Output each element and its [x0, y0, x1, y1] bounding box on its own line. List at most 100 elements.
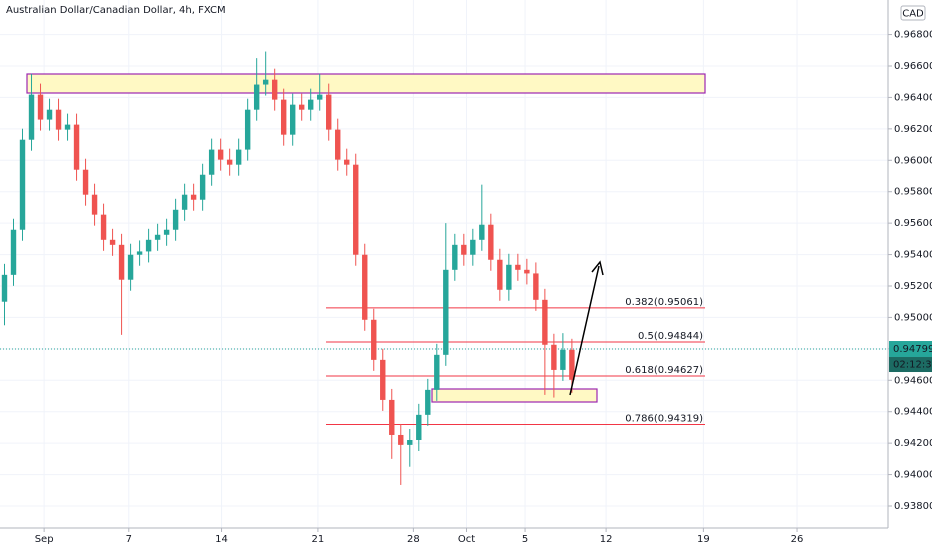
y-tick-label: 0.96600: [894, 61, 932, 72]
candle-body: [344, 159, 350, 165]
candle-body: [317, 94, 323, 100]
candle-body: [380, 359, 386, 400]
candle-body: [434, 354, 440, 390]
candle-body: [289, 104, 296, 135]
candle-body: [497, 259, 503, 290]
candle-body: [190, 194, 197, 200]
candle-body: [479, 224, 485, 240]
candle-body: [488, 224, 494, 260]
candle-body: [443, 269, 449, 355]
candle-body: [181, 194, 188, 210]
candle-body: [208, 149, 215, 175]
projection-arrow: [569, 265, 600, 396]
candle-body: [253, 84, 260, 110]
candle-body: [515, 264, 521, 270]
y-tick-label: 0.95400: [894, 250, 932, 261]
fib-label: 0.382(0.95061): [625, 297, 703, 308]
candle-body: [28, 94, 35, 140]
y-tick-label: 0.95000: [894, 312, 932, 323]
candle-body: [308, 99, 314, 110]
candle-body: [100, 214, 107, 240]
candle-body: [533, 273, 539, 300]
candle-body: [235, 149, 242, 165]
x-tick-label: 21: [312, 534, 325, 545]
candle-body: [226, 159, 233, 165]
x-tick-label: 12: [600, 534, 613, 545]
candle-body: [452, 244, 458, 270]
candle-body: [416, 414, 422, 440]
candle-body: [19, 139, 26, 230]
candle-body: [271, 79, 278, 100]
currency-box: [900, 5, 926, 21]
x-tick-label: 26: [791, 534, 804, 545]
y-tick-label: 0.95800: [894, 187, 932, 198]
fib-label: 0.618(0.94627): [625, 365, 703, 376]
candle-body: [262, 79, 269, 85]
candle-body: [280, 99, 287, 135]
resistance-zone: [26, 73, 706, 94]
candle-body: [371, 319, 377, 360]
y-tick-label: 0.94000: [894, 470, 932, 481]
marks-layer: [1, 51, 575, 485]
y-tick-label: 0.94400: [894, 407, 932, 418]
candle-body: [524, 269, 530, 274]
candle-body: [91, 194, 98, 215]
x-tick-label: Oct: [458, 534, 475, 545]
x-tick-label: 14: [215, 534, 228, 545]
candle-body: [542, 299, 548, 345]
countdown-box: [889, 357, 932, 373]
candle-body: [425, 389, 431, 415]
currency-label: CAD: [902, 9, 924, 20]
candle-body: [244, 109, 251, 150]
candle-body: [362, 254, 368, 320]
candle-body: [10, 229, 17, 275]
labels-layer: 0.938000.940000.942000.944000.946000.948…: [35, 30, 932, 545]
candle-body: [118, 244, 125, 280]
x-tick-label: 28: [407, 534, 420, 545]
y-tick-label: 0.95600: [894, 218, 932, 229]
candle-body: [217, 149, 224, 160]
candle-body: [389, 399, 395, 435]
y-tick-label: 0.96400: [894, 92, 932, 103]
candle-body: [154, 234, 161, 240]
candle-body: [109, 239, 116, 245]
y-tick-label: 0.96200: [894, 124, 932, 135]
y-tick-label: 0.96800: [894, 30, 932, 41]
y-tick-label: 0.96000: [894, 155, 932, 166]
candle-body: [46, 109, 53, 120]
candle-body: [64, 124, 71, 130]
fib-label: 0.786(0.94319): [625, 413, 703, 424]
y-tick-label: 0.94200: [894, 438, 932, 449]
candle-body: [82, 169, 89, 195]
countdown-label: 02:12:37: [893, 360, 932, 371]
candle-body: [1, 274, 8, 302]
y-tick-label: 0.93800: [894, 501, 932, 512]
candle-body: [73, 124, 80, 170]
candle-body: [199, 174, 206, 200]
grid-layer: [0, 0, 888, 528]
candle-body: [506, 264, 512, 290]
candle-body: [145, 239, 152, 252]
candle-body: [136, 251, 143, 255]
candle-body: [299, 104, 305, 110]
candle-body: [407, 440, 413, 445]
candle-body: [353, 164, 359, 255]
fib-label: 0.5(0.94844): [638, 331, 703, 342]
last-price-box: [889, 341, 932, 358]
x-tick-label: 5: [522, 534, 528, 545]
candle-body: [37, 94, 44, 120]
y-tick-label: 0.94600: [894, 375, 932, 386]
x-tick-label: 19: [697, 534, 710, 545]
candle-body: [335, 129, 341, 160]
support-zone: [431, 388, 598, 403]
candle-body: [461, 244, 467, 255]
x-tick-label: Sep: [35, 534, 54, 545]
candle-body: [163, 229, 170, 235]
candle-body: [560, 349, 566, 370]
candle-body: [127, 254, 134, 280]
chart-title: Australian Dollar/Canadian Dollar, 4h, F…: [6, 5, 226, 16]
y-tick-label: 0.95200: [894, 281, 932, 292]
candle-body: [398, 434, 404, 445]
candle-body: [551, 344, 557, 370]
